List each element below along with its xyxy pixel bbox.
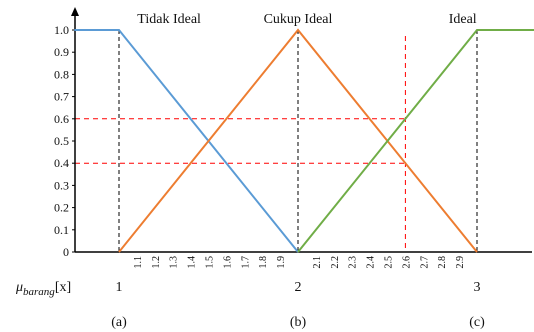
x-axis-label: μbarang[x] bbox=[15, 280, 71, 298]
y-tick-label: 0.1 bbox=[54, 223, 69, 237]
x-minor-tick-label: 1.5 bbox=[205, 256, 216, 269]
series-name-label: Tidak Ideal bbox=[137, 12, 201, 27]
x-minor-tick-label: 2.3 bbox=[348, 256, 359, 269]
axes bbox=[71, 7, 532, 253]
y-tick-label: 0.5 bbox=[54, 134, 69, 148]
x-minor-tick-label: 1.7 bbox=[240, 256, 251, 269]
y-tick-label: 0.7 bbox=[54, 90, 69, 104]
series-line bbox=[118, 28, 478, 253]
y-tick-label: 0.4 bbox=[54, 156, 69, 170]
y-tick-label: 0.3 bbox=[54, 178, 69, 192]
y-axis-arrow bbox=[71, 7, 79, 16]
series-name-label: Cukup Ideal bbox=[264, 12, 333, 27]
x-minor-tick-label: 2.2 bbox=[330, 256, 341, 269]
x-minor-tick-label: 1.1 bbox=[133, 256, 144, 269]
labels: 0 0.1 0.2 0.3 0.4 0.5 0.6 0.7 0.8 0.9 1.0 Tidak Ide… bbox=[15, 12, 485, 330]
x-minor-tick-label: 1.3 bbox=[169, 256, 180, 269]
panel-label: (b) bbox=[290, 315, 307, 330]
x-minor-tick-label: 2.7 bbox=[419, 256, 430, 269]
x-minor-tick-label: 2.8 bbox=[437, 256, 448, 269]
y-tick-label: 0.8 bbox=[54, 67, 69, 81]
x-minor-tick-label: 2.4 bbox=[366, 256, 377, 269]
x-minor-tick-label: 1.8 bbox=[258, 256, 269, 269]
y-tick-label: 0.2 bbox=[54, 201, 69, 215]
series-line bbox=[297, 29, 534, 253]
reference-lines bbox=[75, 30, 478, 252]
y-tick-label: 1.0 bbox=[54, 23, 69, 37]
x-major-tick-label: 3 bbox=[474, 280, 481, 295]
x-major-tick-label: 2 bbox=[295, 280, 302, 295]
x-major-tick-label: 1 bbox=[116, 280, 123, 295]
x-minor-tick-label: 1.2 bbox=[151, 256, 162, 269]
x-minor-tick-label: 1.4 bbox=[187, 256, 198, 269]
x-minor-tick-label: 2.1 bbox=[312, 256, 323, 269]
x-minor-tick-label: 2.5 bbox=[384, 256, 395, 269]
x-minor-tick-label: 1.6 bbox=[222, 256, 233, 269]
series-name-label: Ideal bbox=[449, 12, 477, 27]
panel-label: (c) bbox=[469, 315, 485, 330]
y-tick-label: 0.6 bbox=[54, 112, 69, 126]
panel-label: (a) bbox=[111, 315, 127, 330]
x-minor-tick-label: 2.9 bbox=[455, 256, 466, 269]
y-tick-label: 0 bbox=[63, 245, 69, 259]
series-line bbox=[74, 29, 299, 253]
x-minor-tick-label: 1.9 bbox=[276, 256, 287, 269]
x-minor-tick-label: 2.6 bbox=[401, 256, 412, 269]
y-tick-label: 0.9 bbox=[54, 45, 69, 59]
series-lines bbox=[74, 28, 534, 253]
